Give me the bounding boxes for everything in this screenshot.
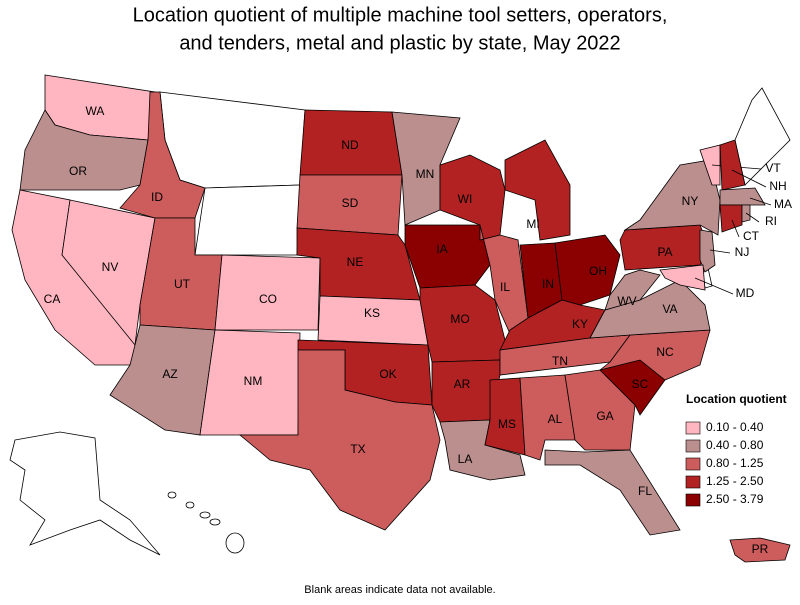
state-label: NV — [102, 260, 119, 274]
state-label: ND — [341, 138, 359, 152]
state-label: MS — [498, 417, 516, 431]
legend-swatch — [685, 493, 701, 507]
island — [199, 511, 211, 519]
state — [719, 139, 746, 191]
state-label: IL — [500, 280, 510, 294]
state — [719, 204, 743, 233]
state-label: VA — [662, 302, 677, 316]
state-label: IA — [436, 242, 447, 256]
state-label: MO — [450, 312, 469, 326]
state-label: OH — [589, 264, 607, 278]
legend-label: 0.80 - 1.25 — [706, 456, 764, 470]
state-label: PR — [752, 542, 769, 556]
state-label: GA — [596, 409, 613, 423]
state — [604, 269, 661, 311]
state-label: OK — [379, 367, 396, 381]
legend-label: 1.25 - 2.50 — [706, 474, 764, 488]
state-label: RI — [765, 214, 777, 228]
state — [589, 279, 711, 339]
legend-label: 0.40 - 0.80 — [706, 438, 764, 452]
hawaii-blank — [167, 491, 245, 554]
state — [317, 295, 429, 346]
states: WA OR CA NV ID UT CO AZ NM ND SD NE KS OK TX MN IA MO AR LA… — [11, 74, 792, 563]
island — [167, 491, 177, 499]
state-label: ID — [151, 190, 163, 204]
state — [504, 139, 571, 241]
legend-label: 0.10 - 0.40 — [706, 420, 764, 434]
state-label: KY — [572, 317, 588, 331]
state-label: MI — [526, 217, 539, 231]
state-label: NY — [682, 194, 699, 208]
state-label: SD — [342, 196, 359, 210]
state-label: IN — [542, 277, 554, 291]
state — [741, 204, 751, 223]
state — [729, 537, 791, 563]
state-label: NC — [656, 345, 674, 359]
state-label: WV — [617, 294, 636, 308]
state-label: CA — [44, 292, 61, 306]
state-label: SC — [632, 377, 649, 391]
legend-swatch — [685, 475, 701, 489]
leader-line — [709, 249, 731, 254]
state — [719, 187, 766, 206]
state-label: CO — [259, 292, 277, 306]
state — [404, 224, 491, 289]
state-blank — [194, 184, 301, 256]
state-label: WI — [458, 192, 473, 206]
state-label: AL — [548, 412, 563, 426]
state-label: WA — [86, 104, 105, 118]
state — [214, 254, 321, 331]
island — [225, 532, 245, 554]
legend-swatch — [685, 421, 701, 435]
leader-line — [731, 169, 767, 188]
state-label: NM — [244, 374, 263, 388]
state-label: TN — [552, 354, 568, 368]
state-label: TX — [350, 442, 365, 456]
state — [61, 199, 156, 346]
legend-swatch — [685, 439, 701, 453]
state-label: UT — [174, 277, 191, 291]
state-label: AR — [454, 377, 471, 391]
leader-line — [749, 197, 772, 206]
state — [659, 264, 706, 291]
state — [238, 349, 441, 531]
state-label: NJ — [735, 245, 750, 259]
state-label: FL — [638, 484, 652, 498]
state-blank — [159, 91, 306, 189]
legend-label: 2.50 - 3.79 — [706, 492, 764, 506]
state-label: OR — [69, 164, 87, 178]
leader-line — [731, 219, 740, 238]
state — [544, 449, 681, 536]
state-label: KS — [364, 306, 380, 320]
state-label: PA — [657, 245, 672, 259]
leader-line — [694, 277, 734, 295]
state-label: NH — [769, 179, 786, 193]
state — [699, 144, 721, 186]
state-label: MN — [416, 167, 435, 181]
footnote: Blank areas indicate data not available. — [304, 584, 495, 596]
island — [209, 518, 221, 526]
state-label: NE — [347, 255, 364, 269]
state-label: VT — [765, 161, 781, 175]
state-label: LA — [458, 452, 473, 466]
legend-title: Location quotient — [686, 392, 787, 406]
legend-swatch — [685, 457, 701, 471]
state — [484, 377, 526, 456]
alaska-blank — [9, 431, 161, 556]
state — [623, 159, 721, 236]
state-label: CT — [743, 229, 760, 243]
title-line: Location quotient of multiple machine to… — [133, 4, 668, 26]
state-blank — [734, 87, 791, 186]
island — [185, 501, 195, 509]
leader-line — [745, 212, 760, 223]
state — [699, 229, 716, 273]
title-line: and tenders, metal and plastic by state,… — [179, 32, 620, 54]
state-label: AZ — [162, 367, 177, 381]
state-label: MD — [736, 286, 755, 300]
legend: Location quotient 0.10 - 0.40 0.40 - 0.80… — [685, 392, 787, 507]
state-label: MA — [774, 197, 792, 211]
